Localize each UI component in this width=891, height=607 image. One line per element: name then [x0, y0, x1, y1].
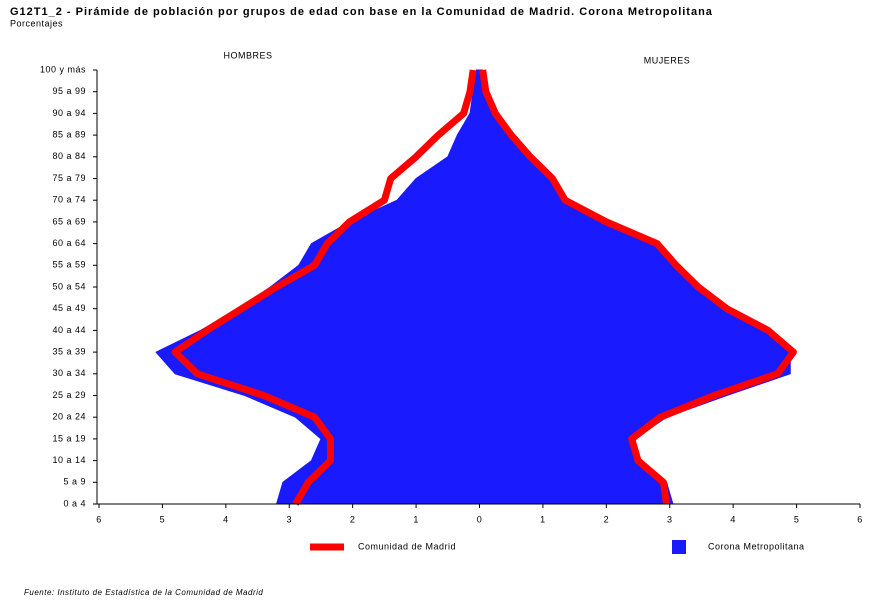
y-tick-label: 80 a 84	[52, 151, 86, 161]
y-tick-label: 65 a 69	[52, 216, 86, 226]
y-tick-label: 5 a 9	[63, 477, 86, 487]
y-tick-label: 75 a 79	[52, 173, 86, 183]
legend-swatch	[672, 540, 686, 554]
y-tick-label: 0 a 4	[63, 498, 86, 508]
y-tick-label: 55 a 59	[52, 260, 86, 270]
x-tick-label: 1	[540, 514, 546, 524]
x-tick-label: 3	[286, 514, 292, 524]
y-tick-label: 60 a 64	[52, 238, 86, 248]
x-tick-label: 5	[160, 514, 166, 524]
source-note: Fuente: Instituto de Estadística de la C…	[24, 588, 263, 597]
y-tick-label: 25 a 29	[52, 390, 86, 400]
y-tick-label: 95 a 99	[52, 86, 86, 96]
x-tick-label: 1	[413, 514, 419, 524]
x-tick-label: 0	[477, 514, 483, 524]
y-tick-label: 50 a 54	[52, 281, 86, 291]
area-men	[155, 69, 480, 505]
women-label: MUJERES	[644, 55, 691, 65]
men-label: HOMBRES	[223, 50, 272, 60]
y-tick-label: 10 a 14	[52, 455, 86, 465]
chart-title: G12T1_2 - Pirámide de población por grup…	[10, 6, 713, 18]
y-tick-label: 90 a 94	[52, 108, 86, 118]
x-tick-label: 3	[667, 514, 673, 524]
x-tick-label: 2	[350, 514, 356, 524]
y-tick-label: 45 a 49	[52, 303, 86, 313]
legend-label: Corona Metropolitana	[708, 541, 805, 551]
y-tick-label: 20 a 24	[52, 412, 86, 422]
y-tick-label: 85 a 89	[52, 129, 86, 139]
x-tick-label: 6	[96, 514, 102, 524]
x-tick-label: 2	[604, 514, 610, 524]
y-tick-label: 30 a 34	[52, 368, 86, 378]
x-tick-label: 5	[794, 514, 800, 524]
line-women	[479, 69, 797, 505]
x-tick-label: 6	[857, 514, 863, 524]
x-tick-label: 4	[730, 514, 736, 524]
y-tick-label: 15 a 19	[52, 433, 86, 443]
y-tick-label: 100 y más	[40, 64, 86, 74]
x-tick-label: 4	[223, 514, 229, 524]
y-tick-label: 40 a 44	[52, 325, 86, 335]
chart-subtitle: Porcentajes	[10, 18, 63, 28]
y-tick-label: 35 a 39	[52, 346, 86, 356]
legend-label: Comunidad de Madrid	[358, 541, 456, 551]
plot-area	[155, 69, 797, 506]
line-men	[171, 69, 477, 506]
y-tick-label: 70 a 74	[52, 195, 86, 205]
